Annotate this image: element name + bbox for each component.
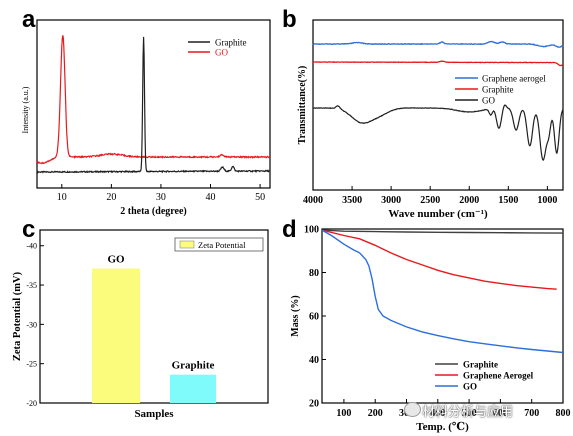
y-tick-label--35: -35 bbox=[26, 281, 37, 290]
x-tick-label-600: 600 bbox=[493, 408, 508, 419]
y-axis-label: Intensity (a.u.) bbox=[21, 86, 30, 133]
y-tick-label--25: -25 bbox=[26, 360, 37, 369]
x-tick-label-800: 800 bbox=[556, 408, 571, 419]
x-tick-label-50: 50 bbox=[255, 192, 265, 203]
panel-label-a: a bbox=[22, 6, 36, 33]
x-axis-label: 2 theta (degree) bbox=[120, 206, 186, 217]
x-tick-label-30: 30 bbox=[156, 192, 166, 203]
panel-label-d: d bbox=[282, 216, 297, 243]
panel-label-c: c bbox=[22, 216, 36, 243]
series-graphite-line bbox=[36, 36, 270, 174]
legend-label-aerogel: Graphene Aerogel bbox=[463, 371, 534, 381]
series-go-line bbox=[312, 104, 564, 161]
watermark-text: 材料分析与应用 bbox=[422, 405, 514, 420]
x-tick-label-100: 100 bbox=[336, 408, 351, 419]
x-tick-label-1500: 1500 bbox=[498, 195, 518, 206]
chart-b-frame bbox=[312, 19, 564, 191]
chart-c-frame bbox=[39, 229, 269, 404]
x-tick-label-1000: 1000 bbox=[537, 195, 557, 206]
bar-label-go: GO bbox=[107, 254, 125, 266]
y-axis-label: Transmittance(%) bbox=[297, 66, 308, 145]
series-aerogel-line bbox=[321, 229, 557, 290]
legend-label: Zeta Potential bbox=[198, 240, 246, 250]
x-tick-label-40: 40 bbox=[206, 192, 216, 203]
x-tick-label-4000: 4000 bbox=[303, 195, 323, 206]
x-tick-label-3000: 3000 bbox=[381, 195, 401, 206]
y-axis-label: Mass (%) bbox=[290, 295, 301, 336]
legend-swatch bbox=[179, 240, 195, 249]
legend-label-graphite: Graphite bbox=[463, 360, 498, 370]
x-tick-label-400: 400 bbox=[430, 408, 445, 419]
bar-go bbox=[92, 268, 140, 403]
legend-label-graphite: Graphite bbox=[215, 38, 247, 48]
legend-label-aerogel: Graphene aerogel bbox=[482, 74, 546, 84]
legend-label-go: GO bbox=[463, 382, 477, 392]
wechat-icon bbox=[404, 402, 421, 417]
series-aerogel-line bbox=[312, 40, 564, 48]
x-tick-label-3500: 3500 bbox=[342, 195, 362, 206]
chart-b-ftir: 4000 3500 3000 2500 2000 1500 1000 Wave number … bbox=[297, 19, 564, 220]
x-tick-label-500: 500 bbox=[462, 408, 477, 419]
legend-label-go: GO bbox=[482, 96, 495, 106]
y-tick-label-60: 60 bbox=[309, 312, 319, 323]
y-tick-label-40: 40 bbox=[309, 355, 319, 366]
chart-a-frame bbox=[36, 19, 271, 189]
legend-label-go: GO bbox=[215, 48, 228, 58]
chart-b-svg: 4000 3500 3000 2500 2000 1500 1000 Wave number … bbox=[297, 19, 564, 220]
y-tick-label-100: 100 bbox=[304, 225, 319, 236]
series-graphite-line bbox=[321, 229, 564, 234]
x-tick-label-700: 700 bbox=[524, 408, 539, 419]
chart-c-zeta: -40 -35 -30 -25 -20 Zeta Potential (mV) Sample… bbox=[12, 229, 269, 420]
x-tick-label-20: 20 bbox=[106, 192, 116, 203]
y-tick-label--20: -20 bbox=[26, 399, 37, 408]
y-tick-label--30: -30 bbox=[26, 320, 37, 329]
x-axis-label: Wave number (cm⁻¹) bbox=[388, 208, 488, 220]
x-axis-label: Temp. (℃) bbox=[416, 421, 469, 433]
x-tick-label-2000: 2000 bbox=[459, 195, 479, 206]
chart-a-xrd: 10 20 30 40 50 2 theta (degree) Intensity (a.u… bbox=[0, 0, 290, 220]
bar-label-graphite: Graphite bbox=[172, 360, 215, 372]
legend-label-graphite: Graphite bbox=[482, 85, 514, 95]
x-tick-label-200: 200 bbox=[368, 408, 383, 419]
x-tick-label-10: 10 bbox=[57, 192, 67, 203]
series-graphite-line bbox=[312, 60, 564, 67]
y-axis-label: Zeta Potential (mV) bbox=[12, 271, 23, 361]
bar-graphite bbox=[170, 374, 216, 403]
y-tick-label-20: 20 bbox=[309, 399, 319, 410]
x-axis-label: Samples bbox=[134, 408, 174, 420]
chart-c-svg: -40 -35 -30 -25 -20 Zeta Potential (mV) Sample… bbox=[12, 229, 269, 420]
y-tick-label-80: 80 bbox=[309, 268, 319, 279]
series-go-line bbox=[321, 229, 564, 354]
x-tick-label-2500: 2500 bbox=[420, 195, 440, 206]
legend-box bbox=[174, 237, 264, 252]
series-go-line bbox=[36, 35, 271, 165]
y-tick-label--40: -40 bbox=[26, 242, 37, 251]
panel-label-b: b bbox=[282, 6, 297, 33]
chart-a-svg: 10 20 30 40 50 2 theta (degree) Intensity (a.u… bbox=[21, 19, 271, 217]
